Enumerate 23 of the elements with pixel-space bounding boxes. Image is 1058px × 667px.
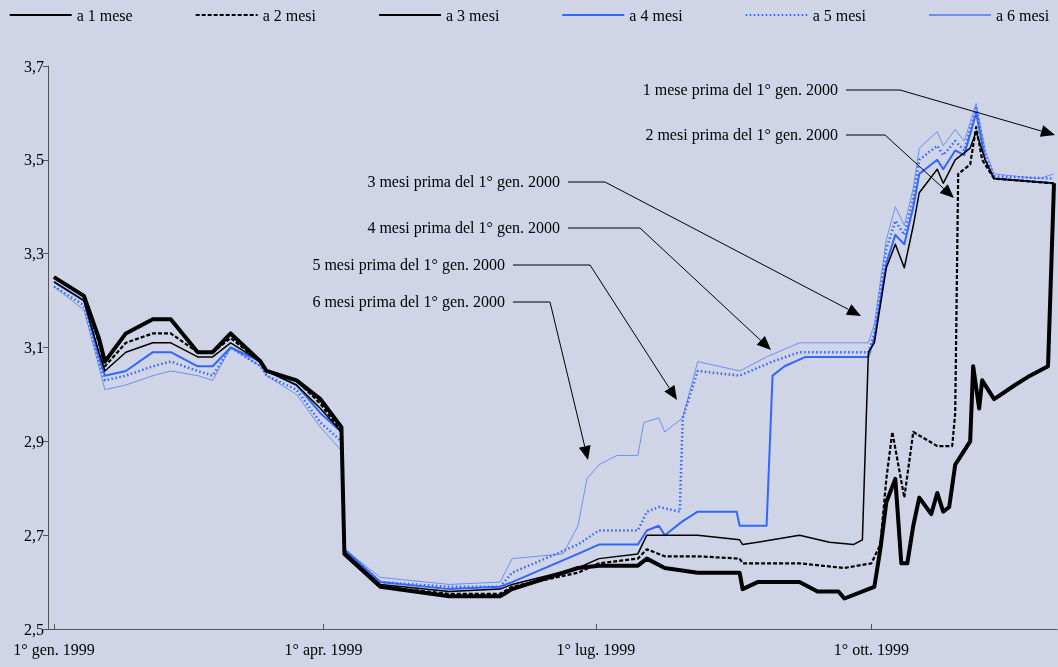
x-tick-label: 1° gen. 1999 [13,640,95,659]
annotation: 4 mesi prima del 1° gen. 2000 [367,219,560,237]
legend-label: a 4 mesi [629,6,684,24]
x-tick-label: 1° apr. 1999 [284,640,363,659]
y-tick-label: 2,9 [24,432,44,450]
legend-label: a 3 mesi [446,6,500,24]
y-tick-label: 3,1 [24,339,44,356]
x-tick-label: 1° ott. 1999 [833,640,910,658]
annotation: 3 mesi prima del 1° gen. 2000 [367,173,560,191]
legend-label: a 6 mesi [995,6,1050,24]
annotation: 6 mesi prima del 1° gen. 2000 [312,293,505,311]
y-tick-label: 2,7 [24,526,44,544]
legend-label: a 1 mese [76,6,133,24]
annotation: 1 mese prima del 1° gen. 2000 [642,81,838,99]
annotation: 5 mesi prima del 1° gen. 2000 [312,256,505,274]
x-tick-label: 1° lug. 1999 [556,640,636,659]
y-tick-label: 3,3 [24,245,44,263]
y-tick-label: 2,5 [24,620,44,638]
y-tick-label: 3,7 [24,57,44,75]
legend-label: a 5 mesi [812,6,867,24]
annotation: 2 mesi prima del 1° gen. 2000 [645,126,838,144]
y-tick-label: 3,5 [24,151,44,169]
legend-label: a 2 mesi [262,6,317,24]
